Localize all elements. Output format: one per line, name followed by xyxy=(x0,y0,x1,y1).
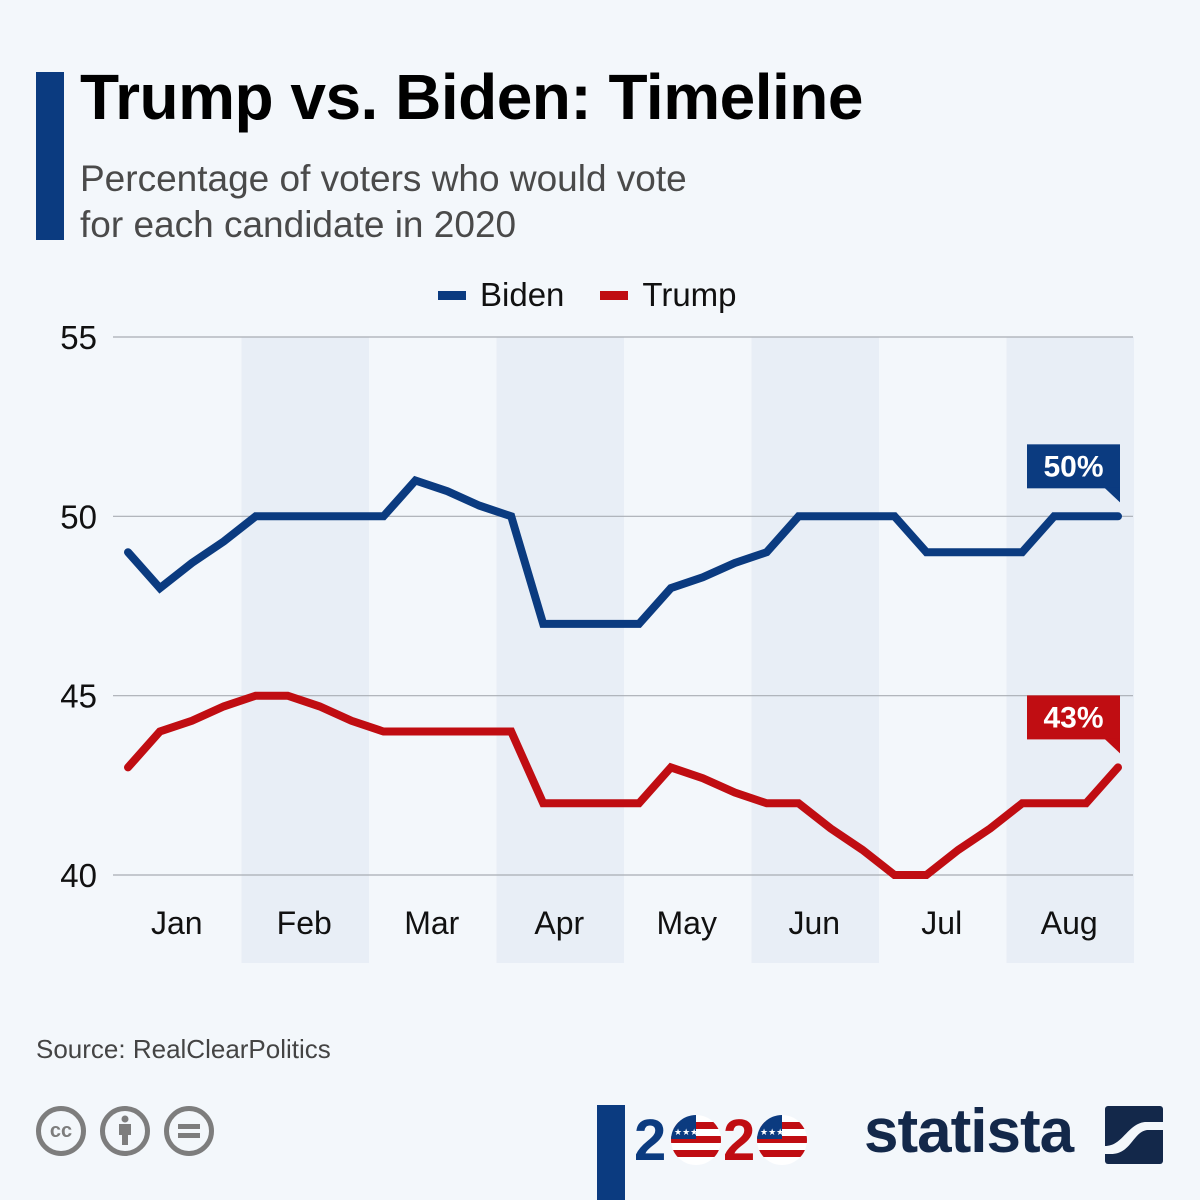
legend: Biden Trump xyxy=(438,276,737,314)
election-2020-logo: 2 ★★★ 2 ★★★ xyxy=(634,1108,807,1168)
legend-label-trump: Trump xyxy=(642,276,737,313)
title-accent-bar xyxy=(36,72,64,240)
y-tick-label: 50 xyxy=(60,498,97,535)
line-chart: 40 45 50 55 Jan Feb Mar Apr May Jun Jul Aug 50% 43% xyxy=(60,319,1134,963)
series-line-trump xyxy=(124,691,1122,879)
statista-logo-text: statista xyxy=(864,1097,1074,1166)
chart-subtitle: Percentage of voters who would vote for … xyxy=(80,158,687,245)
y-tick-label: 55 xyxy=(60,319,97,356)
end-label-box-trump xyxy=(1027,695,1120,740)
no-derivatives-icon[interactable] xyxy=(164,1106,214,1156)
month-band xyxy=(751,337,879,963)
series-line-biden xyxy=(124,475,1122,628)
x-tick-label: May xyxy=(657,905,717,941)
person-glyph xyxy=(119,1115,131,1145)
x-tick-label: Mar xyxy=(404,905,459,941)
x-tick-label: Jun xyxy=(788,905,840,941)
end-label-box-biden xyxy=(1027,444,1120,489)
svg-text:★★★: ★★★ xyxy=(674,1128,698,1138)
x-tick-label: Apr xyxy=(534,905,584,941)
svg-text:★★★: ★★★ xyxy=(760,1128,784,1138)
end-label-biden: 50% xyxy=(1043,450,1103,483)
month-band xyxy=(496,337,624,963)
source-note: Source: RealClearPolitics xyxy=(36,1034,331,1064)
legend-swatch-biden xyxy=(438,290,466,300)
statista-logo-mark-icon xyxy=(1105,1106,1163,1164)
month-band xyxy=(1006,337,1134,963)
equals-glyph xyxy=(178,1124,200,1138)
x-tick-label: Jul xyxy=(921,905,962,941)
y-tick-label: 40 xyxy=(60,857,97,894)
svg-text:2: 2 xyxy=(634,1108,666,1168)
flag-circle-1: ★★★ xyxy=(671,1115,721,1165)
x-tick-label: Jan xyxy=(151,905,203,941)
license-icons: cc xyxy=(36,1106,214,1156)
legend-item-trump: Trump xyxy=(600,276,737,314)
end-label-trump: 43% xyxy=(1043,701,1103,734)
chart-title: Trump vs. Biden: Timeline xyxy=(80,61,863,133)
end-label-pointer-trump xyxy=(1104,738,1120,754)
cc-icon[interactable]: cc xyxy=(36,1106,86,1156)
end-label-pointer-biden xyxy=(1104,487,1120,503)
flag-circle-2: ★★★ xyxy=(757,1115,807,1165)
svg-text:2: 2 xyxy=(723,1108,755,1168)
month-band xyxy=(241,337,369,963)
y-tick-label: 45 xyxy=(60,678,97,715)
by-attribution-icon[interactable] xyxy=(100,1106,150,1156)
legend-item-biden: Biden xyxy=(438,276,564,314)
logo-2020-bar xyxy=(597,1105,625,1200)
x-tick-label: Aug xyxy=(1041,905,1098,941)
legend-label-biden: Biden xyxy=(480,276,565,313)
x-tick-label: Feb xyxy=(277,905,332,941)
legend-swatch-trump xyxy=(600,290,629,300)
